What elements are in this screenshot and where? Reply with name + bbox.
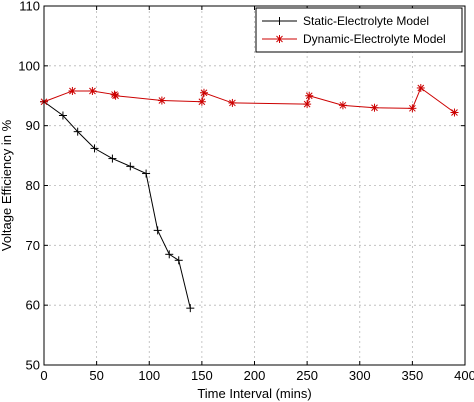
- data-point: [303, 100, 312, 109]
- data-point: [111, 91, 120, 100]
- data-point: [126, 162, 135, 171]
- series-dynamic: [40, 83, 459, 117]
- data-point: [408, 104, 417, 113]
- legend-entry-static: Static-Electrolyte Model: [262, 14, 429, 28]
- data-point: [108, 154, 117, 163]
- data-point: [142, 169, 151, 178]
- y-tick-label: 80: [26, 178, 40, 193]
- legend-entry-dynamic: Dynamic-Electrolyte Model: [262, 32, 446, 46]
- data-point: [153, 226, 162, 235]
- legend-label-dynamic: Dynamic-Electrolyte Model: [303, 32, 446, 46]
- legend-label-static: Static-Electrolyte Model: [303, 14, 429, 28]
- data-point: [228, 98, 237, 107]
- y-tick-label: 90: [26, 118, 40, 133]
- data-point: [73, 127, 82, 136]
- series-line: [43, 87, 455, 113]
- legend-marker-dynamic: [275, 35, 284, 43]
- legend-marker-glyph: [275, 35, 284, 43]
- x-tick-label: 150: [191, 368, 213, 383]
- data-point: [68, 86, 77, 95]
- data-point: [450, 108, 459, 117]
- y-tick-label: 60: [26, 298, 40, 313]
- data-point: [186, 304, 195, 313]
- y-axis-title: Voltage Efficiency in %: [0, 119, 14, 251]
- x-tick-label: 100: [138, 368, 160, 383]
- data-point: [338, 101, 347, 110]
- data-point: [416, 83, 425, 92]
- series-layer: [40, 83, 459, 313]
- grid: [44, 6, 465, 365]
- x-axis-title: Time Interval (mins): [197, 386, 311, 401]
- y-tick-label: 70: [26, 238, 40, 253]
- data-point: [165, 250, 174, 259]
- data-point: [157, 96, 166, 105]
- y-tick-label: 110: [19, 0, 40, 14]
- x-tick-label: 200: [244, 368, 266, 383]
- x-tick-label: 300: [349, 368, 371, 383]
- x-tick-label: 400: [454, 368, 474, 383]
- data-point: [197, 97, 206, 106]
- y-tick-label: 50: [26, 358, 40, 373]
- y-tick-label: 100: [18, 58, 40, 73]
- data-point: [199, 88, 208, 97]
- x-tick-label: 250: [296, 368, 318, 383]
- series-static: [40, 97, 195, 313]
- x-tick-label: 0: [40, 368, 47, 383]
- legend-marker-glyph: [275, 17, 284, 25]
- data-point: [88, 86, 97, 95]
- legend: Static-Electrolyte Model Dynamic-Electro…: [255, 7, 463, 53]
- data-point: [305, 91, 314, 100]
- x-tick-label: 350: [402, 368, 424, 383]
- x-tick-label: 50: [89, 368, 103, 383]
- data-point: [90, 144, 99, 153]
- data-point: [370, 103, 379, 112]
- data-point: [58, 111, 67, 120]
- data-point: [174, 256, 183, 265]
- legend-marker-static: [275, 17, 284, 25]
- legend-box: [255, 7, 463, 53]
